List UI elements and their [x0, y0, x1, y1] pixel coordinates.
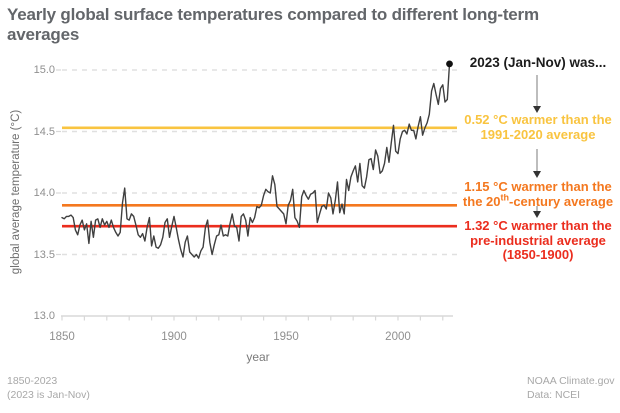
footer-source-line2: Data: NCEI — [527, 388, 581, 401]
end-point-dot — [446, 60, 453, 68]
annotation-20th-post: -century average — [509, 193, 614, 209]
y-tick-label: 14.0 — [33, 187, 55, 199]
arrow-down-head-icon — [533, 171, 541, 178]
footer-source: NOAA Climate.gov Data: NCEI — [527, 375, 615, 402]
y-tick-label: 13.5 — [33, 248, 55, 261]
temperature-line — [61, 63, 451, 259]
x-tick-label: 2000 — [385, 331, 411, 343]
footer-source-line1: NOAA Climate.gov — [527, 375, 615, 387]
arrow-down-head-icon — [533, 106, 541, 113]
y-tick-label: 14.5 — [33, 125, 55, 138]
annotation-20th-century: 1.15 °C warmer than the the 20th-century… — [458, 179, 618, 209]
annotation-20th-century-line1: 1.15 °C warmer than the — [464, 179, 612, 194]
chart-title: Yearly global surface temperatures compa… — [7, 5, 539, 44]
footer-date-range: 1850-2023 (2023 is Jan-Nov) — [7, 375, 90, 402]
x-axis-title: year — [246, 350, 270, 364]
annotation-1991-2020-line1: 0.52 °C warmer than the — [464, 112, 612, 127]
annotation-preindustrial-line1: 1.32 °C warmer than the — [464, 218, 612, 233]
footer-left-line2: (2023 is Jan-Nov) — [7, 388, 90, 401]
annotation-heading: 2023 (Jan-Nov) was... — [469, 55, 607, 70]
footer-left-line1: 1850-2023 — [7, 375, 58, 387]
annotation-preindustrial: 1.32 °C warmer than the pre-industrial a… — [458, 218, 618, 263]
annotation-20th-pre: the 20 — [462, 193, 501, 209]
annotation-1991-2020-line2: 1991-2020 average — [480, 126, 596, 142]
x-tick-label: 1900 — [161, 331, 187, 343]
annotation-20th-century-line2: the 20th-century average — [462, 192, 614, 209]
y-tick-label: 15.0 — [33, 64, 55, 76]
x-tick-label: 1850 — [49, 331, 75, 343]
annotation-1991-2020: 0.52 °C warmer than the 1991-2020 averag… — [458, 112, 618, 142]
arrow-down-head-icon — [533, 211, 541, 218]
y-tick-label: 13.0 — [33, 310, 55, 322]
annotation-preindustrial-line2: pre-industrial average — [470, 232, 606, 248]
annotation-preindustrial-line3: (1850-1900) — [502, 247, 574, 262]
annotation-20th-sup: th — [500, 192, 510, 203]
x-tick-label: 1950 — [273, 331, 299, 343]
